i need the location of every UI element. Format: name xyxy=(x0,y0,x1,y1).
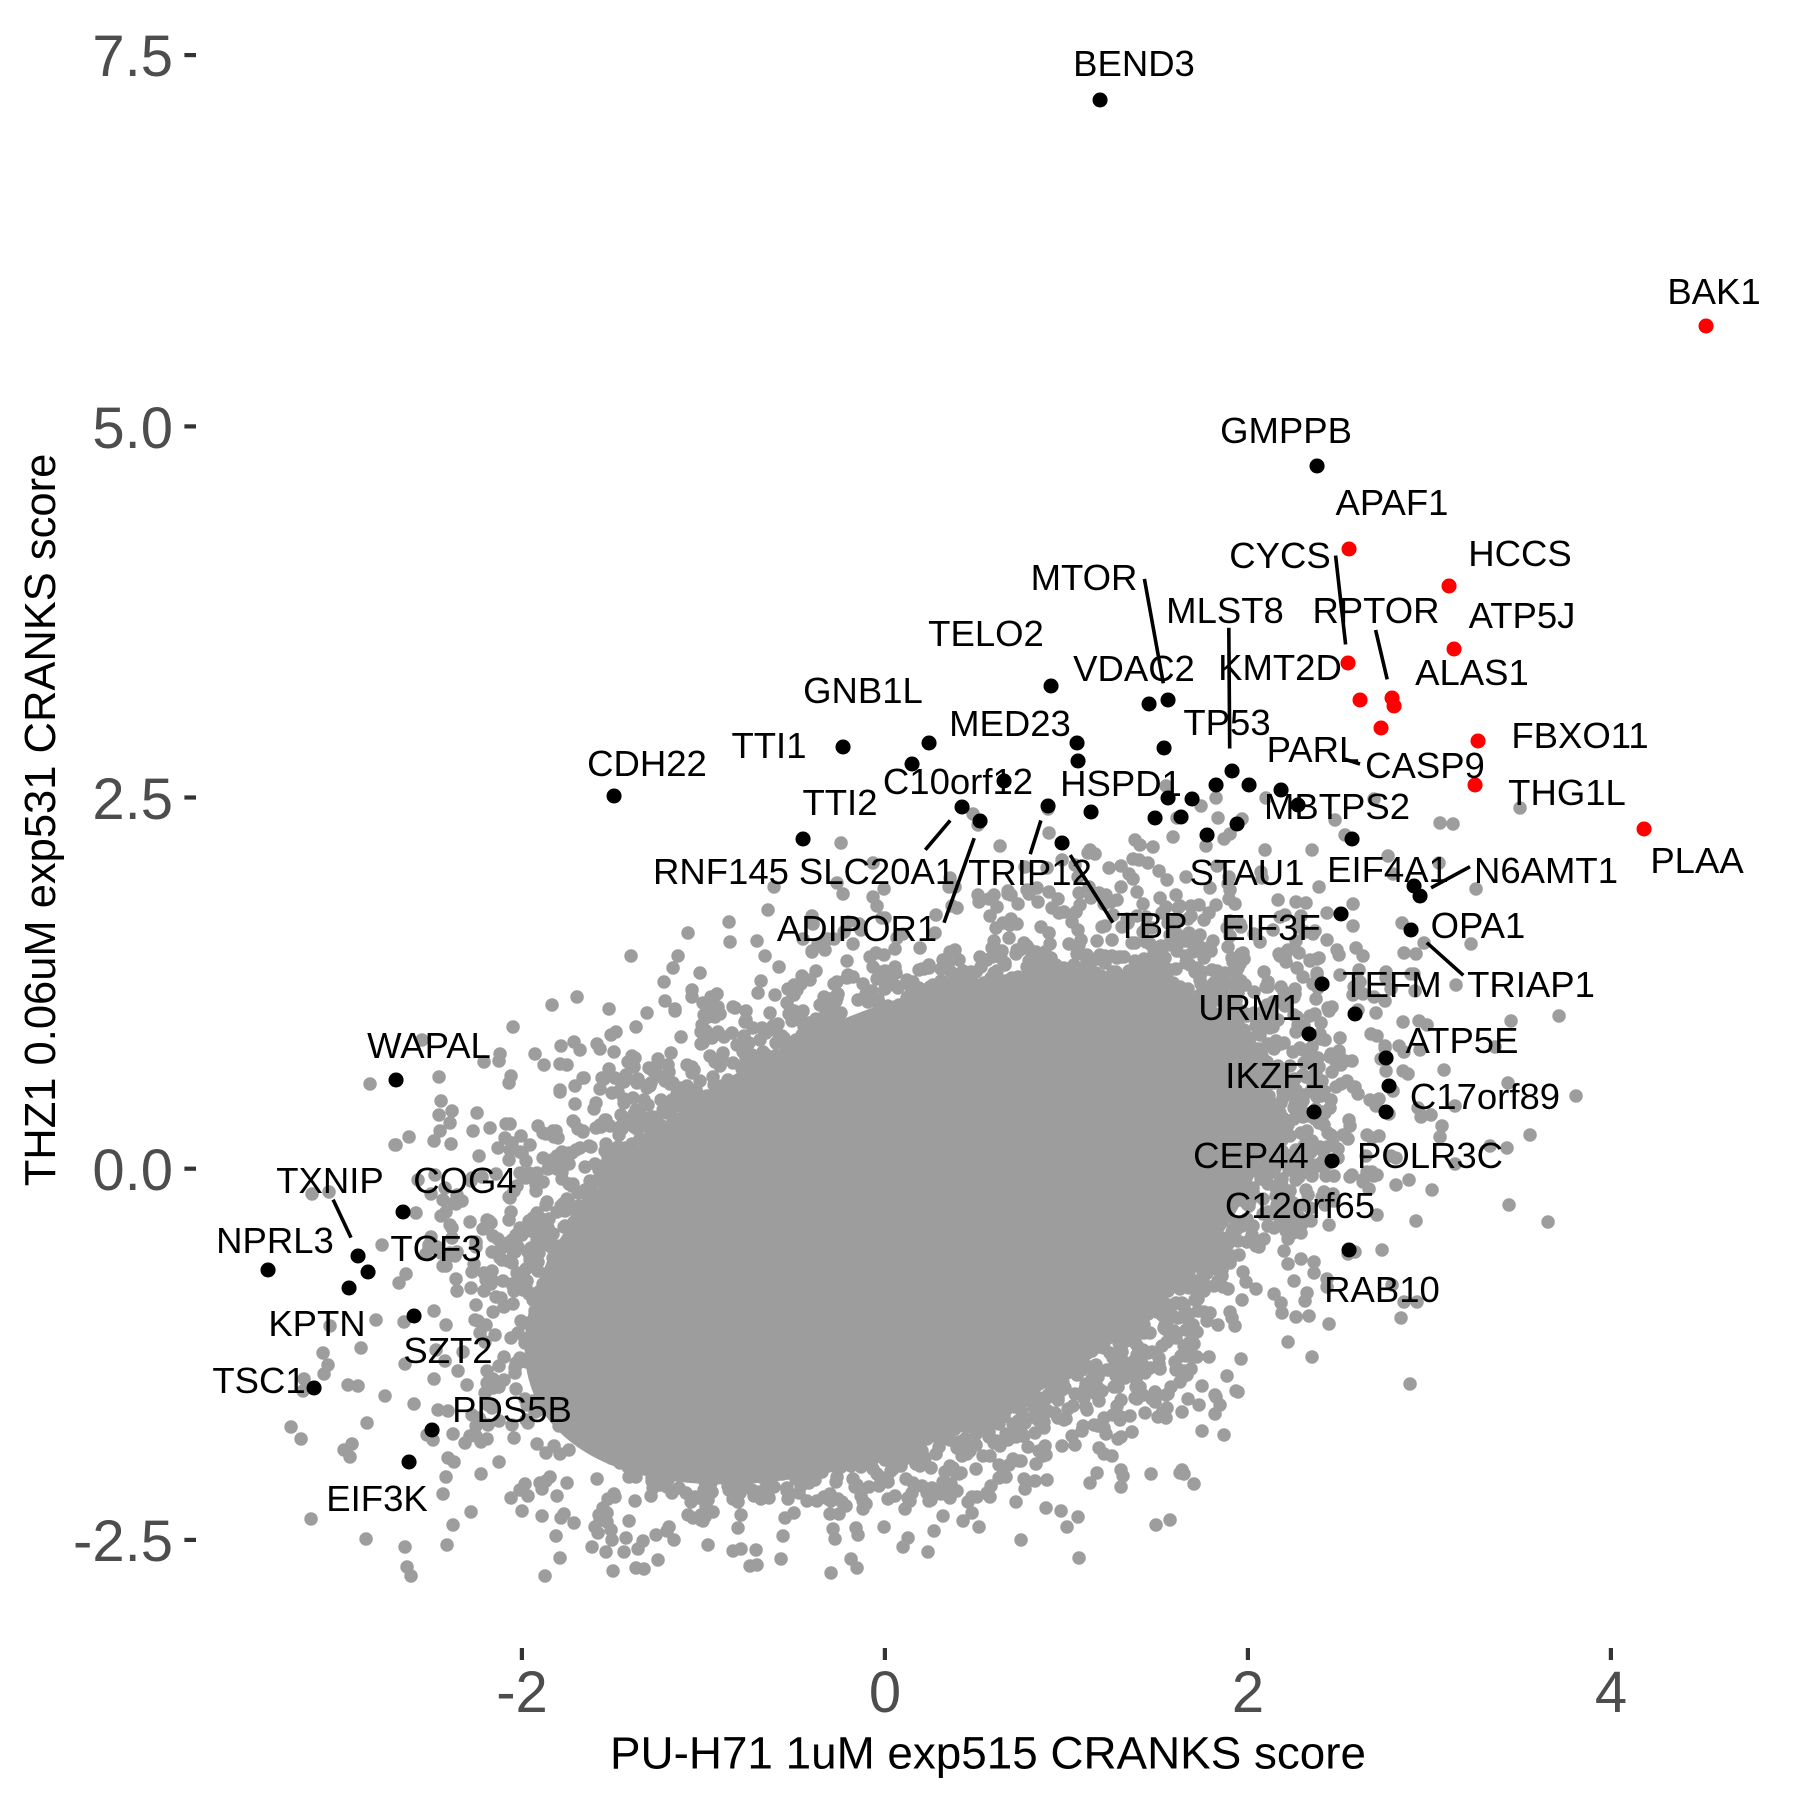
svg-text:RPTOR: RPTOR xyxy=(1312,590,1439,631)
svg-text:2: 2 xyxy=(1232,1660,1264,1725)
svg-text:HSPD1: HSPD1 xyxy=(1060,763,1182,804)
svg-text:SZT2: SZT2 xyxy=(403,1330,492,1371)
svg-text:2.5: 2.5 xyxy=(92,767,173,832)
svg-text:SLC20A1: SLC20A1 xyxy=(799,851,955,892)
svg-text:RNF145: RNF145 xyxy=(653,851,789,892)
svg-text:NPRL3: NPRL3 xyxy=(216,1220,334,1261)
svg-text:0.0: 0.0 xyxy=(92,1138,173,1203)
svg-text:C17orf89: C17orf89 xyxy=(1410,1076,1560,1117)
svg-text:TP53: TP53 xyxy=(1183,702,1270,743)
svg-text:ADIPOR1: ADIPOR1 xyxy=(777,908,937,949)
svg-text:PU-H71 1uM exp515 CRANKS score: PU-H71 1uM exp515 CRANKS score xyxy=(610,1727,1366,1778)
svg-text:-2.5: -2.5 xyxy=(73,1509,173,1574)
svg-text:STAU1: STAU1 xyxy=(1190,852,1305,893)
svg-text:4: 4 xyxy=(1595,1660,1627,1725)
svg-text:C12orf65: C12orf65 xyxy=(1225,1185,1375,1226)
svg-text:THG1L: THG1L xyxy=(1508,772,1626,813)
svg-text:POLR3C: POLR3C xyxy=(1357,1135,1503,1176)
svg-text:MED23: MED23 xyxy=(949,703,1071,744)
svg-text:TCF3: TCF3 xyxy=(390,1228,481,1269)
svg-text:ALAS1: ALAS1 xyxy=(1415,652,1529,693)
svg-text:KPTN: KPTN xyxy=(268,1303,365,1344)
svg-text:BAK1: BAK1 xyxy=(1667,271,1760,312)
svg-text:C10orf12: C10orf12 xyxy=(883,761,1033,802)
svg-text:CASP9: CASP9 xyxy=(1365,745,1485,786)
svg-text:CEP44: CEP44 xyxy=(1193,1135,1309,1176)
svg-text:TRIAP1: TRIAP1 xyxy=(1467,964,1595,1005)
svg-text:CYCS: CYCS xyxy=(1229,535,1330,576)
svg-text:GMPPB: GMPPB xyxy=(1220,410,1352,451)
svg-text:PDS5B: PDS5B xyxy=(452,1389,572,1430)
svg-text:URM1: URM1 xyxy=(1198,987,1301,1028)
svg-text:PLAA: PLAA xyxy=(1650,840,1744,881)
svg-text:MTOR: MTOR xyxy=(1031,557,1138,598)
svg-text:EIF4A1: EIF4A1 xyxy=(1327,849,1449,890)
svg-text:EIF3F: EIF3F xyxy=(1221,907,1320,948)
svg-text:TXNIP: TXNIP xyxy=(276,1160,384,1201)
svg-text:EIF3K: EIF3K xyxy=(326,1478,427,1519)
svg-text:TRIP12: TRIP12 xyxy=(968,852,1092,893)
svg-text:5.0: 5.0 xyxy=(92,396,173,461)
svg-text:RAB10: RAB10 xyxy=(1324,1269,1440,1310)
svg-text:OPA1: OPA1 xyxy=(1431,905,1526,946)
svg-text:GNB1L: GNB1L xyxy=(803,670,923,711)
svg-text:CDH22: CDH22 xyxy=(587,743,707,784)
svg-text:-2: -2 xyxy=(496,1660,548,1725)
svg-text:THZ1 0.06uM exp531 CRANKS scor: THZ1 0.06uM exp531 CRANKS score xyxy=(17,454,65,1187)
svg-text:N6AMT1: N6AMT1 xyxy=(1474,850,1618,891)
svg-text:MLST8: MLST8 xyxy=(1166,590,1284,631)
svg-text:TELO2: TELO2 xyxy=(928,613,1044,654)
svg-text:0: 0 xyxy=(869,1660,901,1725)
svg-text:PARL: PARL xyxy=(1267,729,1360,770)
svg-text:VDAC2: VDAC2 xyxy=(1073,648,1195,689)
svg-text:HCCS: HCCS xyxy=(1468,533,1571,574)
svg-text:TTI1: TTI1 xyxy=(731,725,806,766)
svg-text:MBTPS2: MBTPS2 xyxy=(1264,786,1410,827)
svg-text:TTI2: TTI2 xyxy=(802,782,877,823)
svg-text:COG4: COG4 xyxy=(413,1160,516,1201)
svg-text:ATP5J: ATP5J xyxy=(1469,595,1576,636)
svg-text:IKZF1: IKZF1 xyxy=(1225,1055,1324,1096)
svg-text:BEND3: BEND3 xyxy=(1073,43,1195,84)
svg-text:TSC1: TSC1 xyxy=(212,1360,305,1401)
svg-text:FBXO11: FBXO11 xyxy=(1511,715,1648,756)
svg-text:7.5: 7.5 xyxy=(92,24,173,89)
svg-text:TBP: TBP xyxy=(1117,905,1188,946)
svg-text:TEFM: TEFM xyxy=(1342,964,1441,1005)
svg-text:APAF1: APAF1 xyxy=(1336,482,1449,523)
svg-text:ATP5E: ATP5E xyxy=(1406,1020,1519,1061)
svg-text:KMT2D: KMT2D xyxy=(1218,647,1342,688)
svg-text:WAPAL: WAPAL xyxy=(367,1025,491,1066)
